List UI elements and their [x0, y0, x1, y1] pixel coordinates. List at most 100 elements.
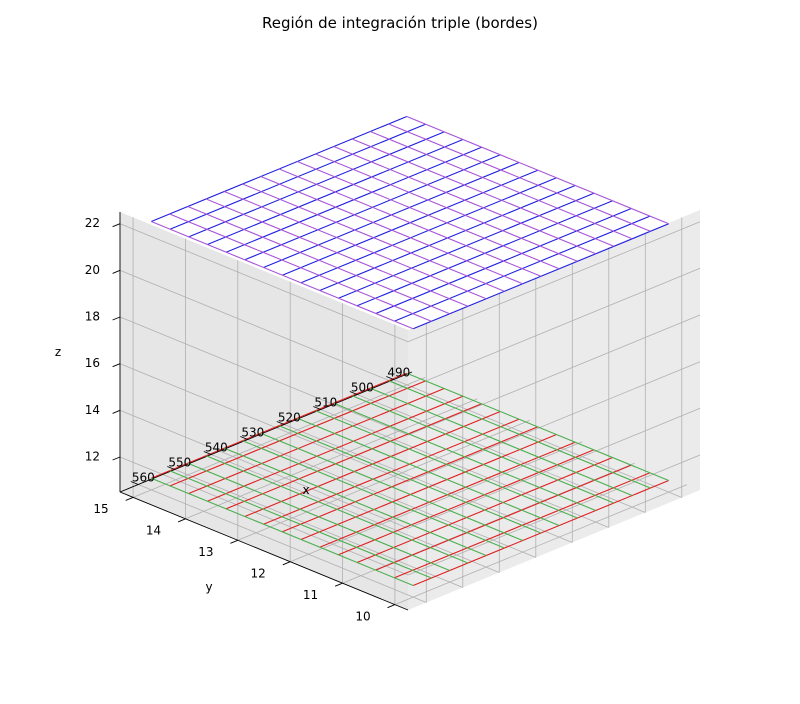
z-tick-label: 12	[85, 450, 100, 464]
gridline-x-floor	[393, 379, 682, 498]
y-axis-label: y	[205, 580, 212, 594]
z-tick-mark	[112, 269, 121, 274]
z-tick-label: 16	[85, 356, 100, 370]
x-axis-label: x	[302, 483, 309, 497]
gridline-x-floor	[247, 439, 536, 558]
surface-line-along-x	[151, 115, 408, 223]
x-tick-mark	[130, 481, 139, 485]
z-tick-mark	[112, 223, 121, 228]
surface-line-along-y	[278, 425, 542, 534]
x-tick-label: 540	[205, 441, 228, 455]
surface-line-along-y	[406, 115, 669, 225]
y-tick-mark	[334, 582, 343, 587]
x-axis-line	[119, 371, 413, 493]
surface-line-along-y	[333, 402, 596, 512]
x-tick-label: 560	[132, 471, 155, 485]
x-tick-label: 500	[351, 381, 374, 395]
gridline-z-wall-x	[407, 407, 701, 529]
surface-line-along-y	[260, 175, 523, 285]
surface-line-along-y	[388, 380, 651, 489]
x-tick-mark	[167, 466, 175, 470]
axis-panes	[120, 210, 700, 610]
x-tick-mark	[386, 376, 394, 380]
surface-line-along-y	[278, 168, 542, 277]
z-tick-label: 22	[85, 216, 100, 230]
gridline-x-floor	[211, 454, 500, 573]
gridline-z-wall-x	[407, 314, 701, 436]
surface-line-along-y	[224, 190, 487, 300]
x-tick-label: 520	[278, 411, 301, 425]
gridline-x-floor	[138, 484, 427, 603]
x-tick-label: 550	[168, 456, 191, 470]
z-tick-mark	[112, 456, 121, 461]
surface-line-along-y	[370, 130, 633, 240]
y-tick-mark	[125, 496, 134, 501]
surface-line-along-y	[242, 183, 505, 292]
surface-line-along-y	[187, 462, 450, 572]
surface-line-along-y	[388, 123, 651, 232]
surface-line-along-y	[297, 160, 560, 270]
z-tick-mark	[112, 363, 121, 368]
z-tick-mark	[112, 409, 121, 414]
surface-line-along-y	[169, 213, 432, 322]
z-axis-label: z	[55, 345, 61, 359]
x-tick-mark	[203, 451, 212, 455]
x-tick-mark	[240, 436, 248, 440]
gridline-x-floor	[284, 424, 573, 543]
chart-title: Región de integración triple (bordes)	[262, 14, 538, 32]
surface-line-along-y	[370, 387, 633, 497]
tick-labels: 490 500 510 520 530 540 550 560 10 11 12 13 14 15 12 14…	[85, 216, 411, 623]
y-tick-mark	[387, 604, 396, 609]
surface-line-along-y	[315, 410, 578, 519]
surface-line-along-y	[242, 440, 505, 549]
z-tick-label: 20	[85, 263, 100, 277]
back-wall-pane-x	[408, 210, 700, 610]
y-tick-label: 11	[303, 588, 318, 602]
x-tick-mark	[349, 391, 358, 395]
x-tick-label: 530	[241, 426, 264, 440]
y-axis-line	[119, 491, 409, 611]
axis-lines	[119, 212, 413, 611]
gridline-z-wall-x	[407, 361, 701, 483]
surface-bottom	[151, 372, 669, 587]
gridline-z-wall-y	[119, 269, 409, 389]
y-tick-label: 14	[146, 524, 161, 538]
surface-line-along-x	[412, 479, 669, 587]
surface-line-along-x	[412, 223, 669, 330]
gridline-z-wall-x	[407, 454, 701, 576]
surface-line-along-y	[169, 470, 432, 579]
gridline-z-wall-x	[407, 267, 701, 389]
gridline-x-floor	[320, 409, 609, 528]
surface-top	[151, 115, 669, 330]
surface-line-along-y	[406, 372, 669, 482]
gridline-y-floor	[185, 398, 478, 520]
gridline-z-wall-y	[119, 316, 409, 436]
gridline-z-wall-y	[119, 363, 409, 483]
gridline-z-wall-x	[407, 221, 701, 343]
surface-line-along-y	[151, 220, 414, 330]
surface-line-along-y	[315, 153, 578, 262]
x-tick-label: 490	[387, 366, 410, 380]
x-tick-mark	[313, 406, 321, 410]
gridline-z-wall-y	[119, 223, 409, 343]
surface-line-along-y	[205, 455, 469, 564]
gridline-x-floor	[357, 394, 646, 513]
surface-line-along-y	[151, 477, 414, 587]
gridline-y-floor	[237, 419, 530, 541]
y-tick-mark	[230, 539, 238, 544]
y-tick-label: 10	[355, 610, 370, 624]
back-wall-pane-y	[120, 212, 408, 610]
y-tick-label: 15	[93, 502, 108, 516]
surface-line-along-y	[187, 205, 450, 315]
gridline-y-floor	[394, 484, 688, 605]
surface-line-along-y	[260, 432, 523, 542]
surface-line-along-y	[351, 138, 615, 247]
surface-line-along-y	[224, 447, 487, 557]
x-tick-label: 510	[314, 396, 337, 410]
gridline-z-wall-y	[119, 409, 409, 529]
surface-line-along-x	[151, 372, 408, 479]
z-tick-label: 14	[85, 403, 100, 417]
gridline-x-floor	[174, 469, 463, 588]
surfaces	[151, 115, 669, 587]
